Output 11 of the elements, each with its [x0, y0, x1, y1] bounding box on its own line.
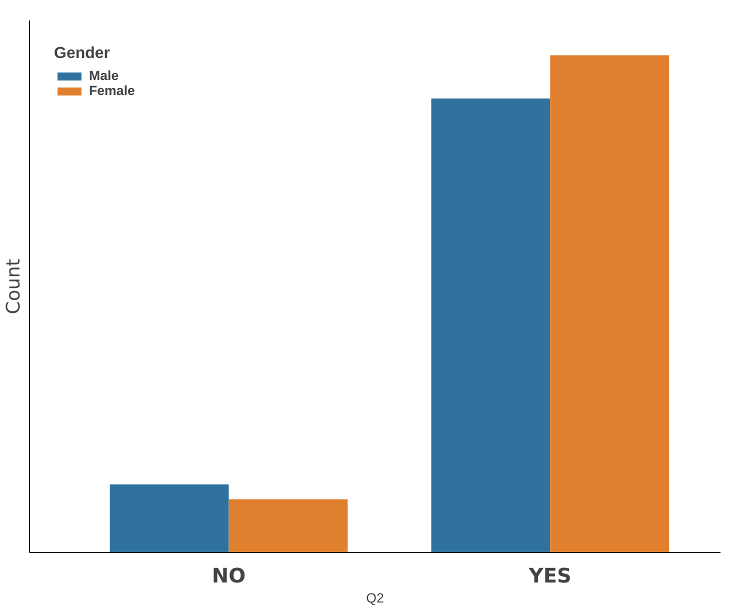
- bar: [550, 55, 670, 552]
- legend-label: Male: [89, 68, 119, 83]
- legend-label: Female: [89, 83, 135, 98]
- x-tick-label: YES: [528, 564, 572, 588]
- bar: [228, 499, 348, 552]
- bar: [110, 484, 229, 552]
- x-tick-label: NO: [212, 564, 246, 588]
- x-axis-title: Q2: [366, 590, 384, 606]
- legend-title: Gender: [54, 45, 112, 63]
- y-axis-title: Count: [4, 258, 24, 314]
- bar: [431, 98, 550, 552]
